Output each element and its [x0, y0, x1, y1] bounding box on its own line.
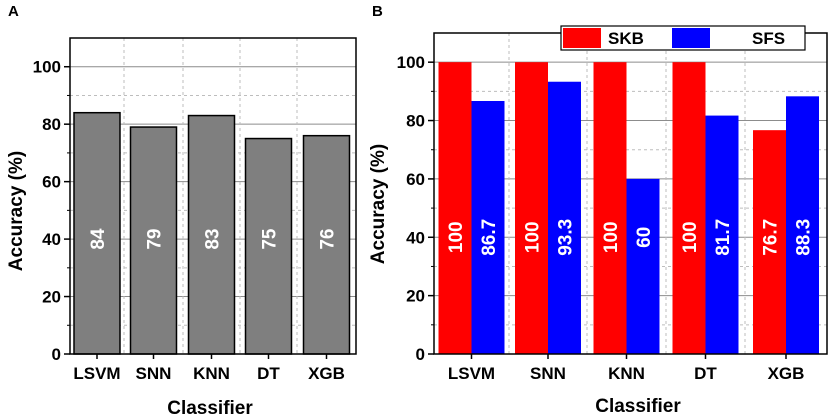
bar-sfs-xgb — [786, 96, 819, 354]
bar-accuracy-knn — [187, 114, 236, 355]
x-tick-label-snn: SNN — [530, 364, 566, 383]
bar-value-label-skb-xgb: 76.7 — [761, 219, 782, 256]
y-tick-label: 100 — [397, 53, 425, 72]
bar-sfs-lsvm — [471, 100, 505, 354]
bar-sfs-dt — [705, 115, 739, 354]
y-tick-label: 40 — [406, 228, 425, 247]
panel-a-bar-labels: 84 79 83 75 76 — [88, 228, 339, 250]
panel-b-x-axis-title: Classifier — [595, 396, 681, 417]
panel-b-x-ticks: LSVM SNN KNN DT XGB — [448, 354, 805, 383]
panel-a-y-ticks: 0 20 40 60 80 100 — [33, 58, 70, 364]
panel-a: A 84 79 83 75 76 0 20 40 60 80 100 LSVM SNN KNN DT XG… — [6, 3, 357, 418]
bar-accuracy-lsvm — [73, 111, 121, 355]
x-tick-label-dt: DT — [257, 364, 280, 383]
bar-value-label-sfs-xgb: 88.3 — [794, 219, 815, 256]
x-tick-label-lsvm: LSVM — [73, 364, 120, 383]
y-tick-label: 20 — [406, 287, 425, 306]
x-tick-label-lsvm: LSVM — [448, 364, 495, 383]
bar-skb-lsvm — [438, 62, 472, 354]
bar-value-label-accuracy-dt: 75 — [260, 228, 281, 250]
x-tick-label-knn: KNN — [193, 364, 230, 383]
x-tick-label-dt: DT — [694, 364, 717, 383]
y-tick-label: 60 — [406, 170, 425, 189]
panel-a-x-ticks: LSVM SNN KNN DT XGB — [73, 354, 345, 383]
legend-swatch-skb — [563, 28, 601, 48]
panel-b-legend: SKB SFS — [560, 25, 806, 51]
panel-b-y-ticks: 0 20 40 60 80 100 — [397, 53, 434, 364]
panel-b-bar-labels: 100 86.7 100 93.3 100 60 100 81.7 76.7 88.3 — [446, 219, 815, 256]
bar-accuracy-snn — [129, 126, 178, 355]
bar-value-label-skb-lsvm: 100 — [446, 221, 467, 253]
y-tick-label: 80 — [42, 115, 61, 134]
y-tick-label: 0 — [416, 345, 425, 364]
bar-value-label-sfs-dt: 81.7 — [713, 219, 734, 256]
panel-a-y-axis-title: Accuracy (%) — [6, 151, 27, 271]
panel-a-x-axis-title: Classifier — [167, 398, 253, 418]
x-tick-label-xgb: XGB — [308, 364, 345, 383]
bar-value-label-accuracy-snn: 79 — [145, 229, 166, 250]
panel-a-letter: A — [8, 3, 19, 20]
panel-a-bars — [73, 111, 351, 355]
bar-value-label-skb-knn: 100 — [601, 221, 622, 253]
x-tick-label-knn: KNN — [608, 364, 645, 383]
bar-value-label-sfs-snn: 93.3 — [556, 219, 577, 256]
bar-skb-xgb — [753, 130, 786, 354]
bar-sfs-knn — [626, 178, 660, 354]
bar-accuracy-dt — [244, 137, 293, 355]
bar-accuracy-xgb — [302, 134, 351, 355]
legend-label-skb: SKB — [608, 29, 644, 48]
y-tick-label: 0 — [52, 345, 61, 364]
bar-value-label-accuracy-xgb: 76 — [318, 229, 339, 250]
y-tick-label: 60 — [42, 173, 61, 192]
panel-a-plot-frame — [69, 37, 357, 355]
panel-b-y-axis-title: Accuracy (%) — [368, 144, 389, 264]
legend-label-sfs: SFS — [752, 29, 785, 48]
bar-value-label-accuracy-lsvm: 84 — [88, 228, 109, 250]
legend-swatch-sfs — [672, 28, 710, 48]
bar-value-label-accuracy-knn: 83 — [203, 229, 224, 250]
panel-b-letter: B — [372, 3, 383, 20]
panel-b: B 100 86.7 100 93.3 100 60 100 81.7 76.7 88.3 0 20… — [368, 3, 828, 417]
bar-skb-dt — [672, 62, 706, 354]
y-tick-label: 100 — [33, 58, 61, 77]
bar-sfs-snn — [548, 81, 581, 354]
y-tick-label: 40 — [42, 230, 61, 249]
y-tick-label: 80 — [406, 112, 425, 131]
bar-value-label-skb-snn: 100 — [523, 221, 544, 253]
x-tick-label-xgb: XGB — [768, 364, 805, 383]
bar-value-label-sfs-knn: 60 — [634, 227, 655, 248]
bar-skb-snn — [515, 62, 548, 354]
panel-b-bars — [438, 62, 819, 354]
bar-value-label-skb-dt: 100 — [680, 221, 701, 253]
bar-skb-knn — [593, 62, 627, 354]
x-tick-label-snn: SNN — [136, 364, 172, 383]
bar-value-label-sfs-lsvm: 86.7 — [479, 219, 500, 256]
y-tick-label: 20 — [42, 288, 61, 307]
